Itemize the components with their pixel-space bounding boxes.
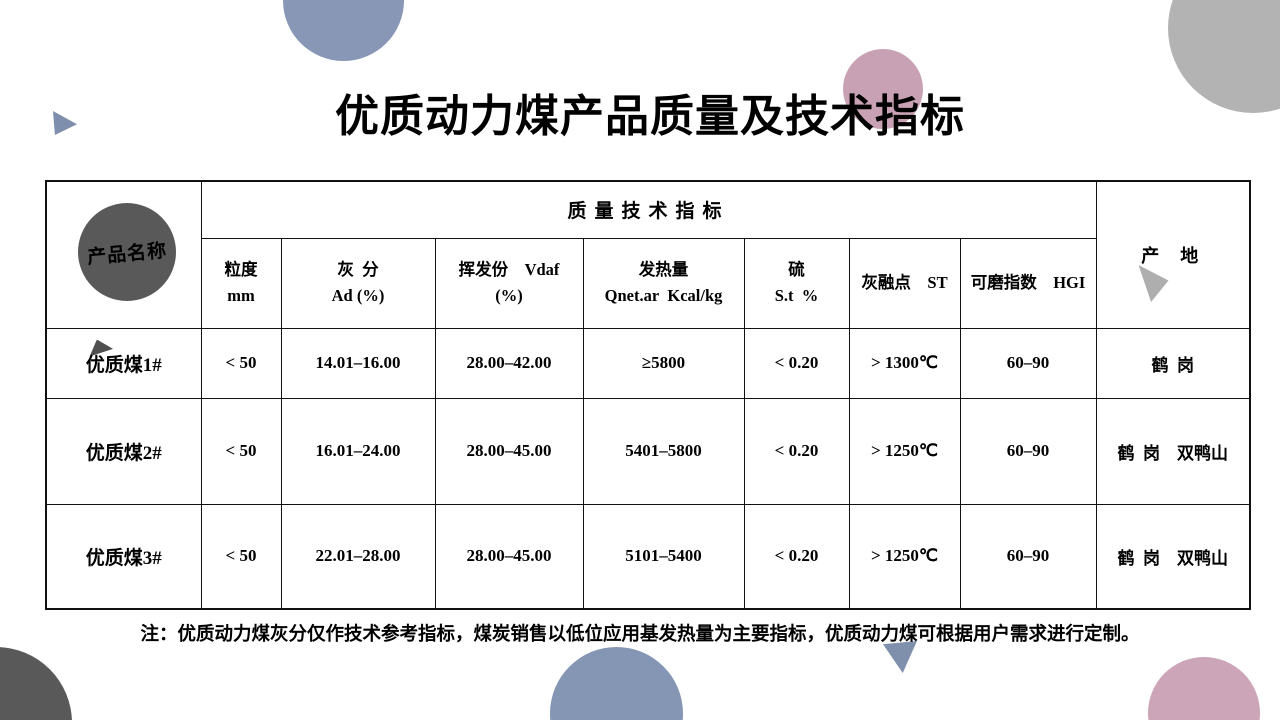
row-name-cell: 优质煤3#: [45, 503, 202, 610]
cell-ash-melting: > 1250℃: [848, 397, 961, 505]
cell-origin: 鹤 岗 双鸭山: [1095, 397, 1251, 505]
column-header-granularity: 粒度 mm: [200, 237, 282, 329]
cell-calorific: 5401–5800: [582, 397, 745, 505]
cell-granularity: < 50: [200, 503, 282, 610]
cell-ash: 22.01–28.00: [280, 503, 436, 610]
product-name: 优质煤1#: [85, 354, 162, 376]
cell-volatile: 28.00–45.00: [434, 397, 584, 505]
cell-sulfur: < 0.20: [743, 327, 850, 399]
row-name-cell: 优质煤1#: [45, 327, 202, 399]
cell-calorific: 5101–5400: [582, 503, 745, 610]
triangle-decoration-origin-cell: [1138, 265, 1169, 302]
circle-decoration-bottom-left: [0, 647, 72, 720]
cell-ash-melting: > 1250℃: [848, 503, 961, 610]
table-row: 优质煤3# < 50 22.01–28.00 28.00–45.00 5101–…: [45, 503, 1251, 610]
triangle-decoration-row1: [89, 339, 113, 357]
origin-header-cell: 产 地: [1095, 180, 1251, 329]
cell-ash-melting: > 1300℃: [848, 327, 961, 399]
cell-origin: 鹤 岗 双鸭山: [1095, 503, 1251, 610]
column-header-ash-melting: 灰融点 ST: [848, 237, 961, 329]
column-header-ash: 灰 分 Ad (%): [280, 237, 436, 329]
spec-table: 产品名称 质量技术指标 产 地 粒度 mm 灰 分 Ad (%) 挥发份 Vda…: [45, 180, 1251, 610]
footnote: 注：优质动力煤灰分仅作技术参考指标，煤炭销售以低位应用基发热量为主要指标，优质动…: [140, 625, 1140, 645]
circle-decoration-bottom-right: [1148, 657, 1260, 720]
cell-volatile: 28.00–45.00: [434, 503, 584, 610]
cell-grindability: 60–90: [959, 397, 1097, 505]
table-header-row-1: 产品名称 质量技术指标 产 地: [45, 180, 1251, 329]
row-name-cell: 优质煤2#: [45, 397, 202, 505]
cell-grindability: 60–90: [959, 327, 1097, 399]
column-header-calorific: 发热量 Qnet.ar Kcal/kg: [582, 237, 745, 329]
table-row: 优质煤2# < 50 16.01–24.00 28.00–45.00 5401–…: [45, 397, 1251, 505]
column-header-sulfur: 硫 S.t %: [743, 237, 850, 329]
page-title: 优质动力煤产品质量及技术指标: [335, 92, 965, 141]
cell-sulfur: < 0.20: [743, 397, 850, 505]
column-header-grindability: 可磨指数 HGI: [959, 237, 1097, 329]
column-header-volatile: 挥发份 Vdaf (%): [434, 237, 584, 329]
product-name-header: 产品名称: [86, 240, 168, 268]
circle-decoration-bottom-center: [550, 647, 683, 720]
product-name-circle: 产品名称: [78, 203, 176, 301]
cell-origin: 鹤 岗: [1095, 327, 1251, 399]
quality-indicators-group-header: 质量技术指标: [200, 180, 1097, 239]
cell-granularity: < 50: [200, 327, 282, 399]
origin-header: 产 地: [1141, 245, 1205, 266]
cell-ash: 16.01–24.00: [280, 397, 436, 505]
table-header-row-2: 粒度 mm 灰 分 Ad (%) 挥发份 Vdaf (%) 发热量 Qnet.a…: [46, 237, 1250, 329]
cell-sulfur: < 0.20: [743, 503, 850, 610]
cell-volatile: 28.00–42.00: [434, 327, 584, 399]
table-row: 优质煤1# < 50 14.01–16.00 28.00–42.00 ≥5800…: [45, 327, 1251, 399]
circle-decoration-top: [283, 0, 404, 61]
product-name-header-cell: 产品名称: [45, 180, 202, 329]
product-name: 优质煤3#: [85, 547, 162, 569]
cell-calorific: ≥5800: [582, 327, 745, 399]
cell-ash: 14.01–16.00: [280, 327, 436, 399]
cell-grindability: 60–90: [959, 503, 1097, 610]
product-name: 优质煤2#: [85, 442, 162, 464]
cell-granularity: < 50: [200, 397, 282, 505]
circle-decoration-top-right-pink: [843, 49, 923, 129]
